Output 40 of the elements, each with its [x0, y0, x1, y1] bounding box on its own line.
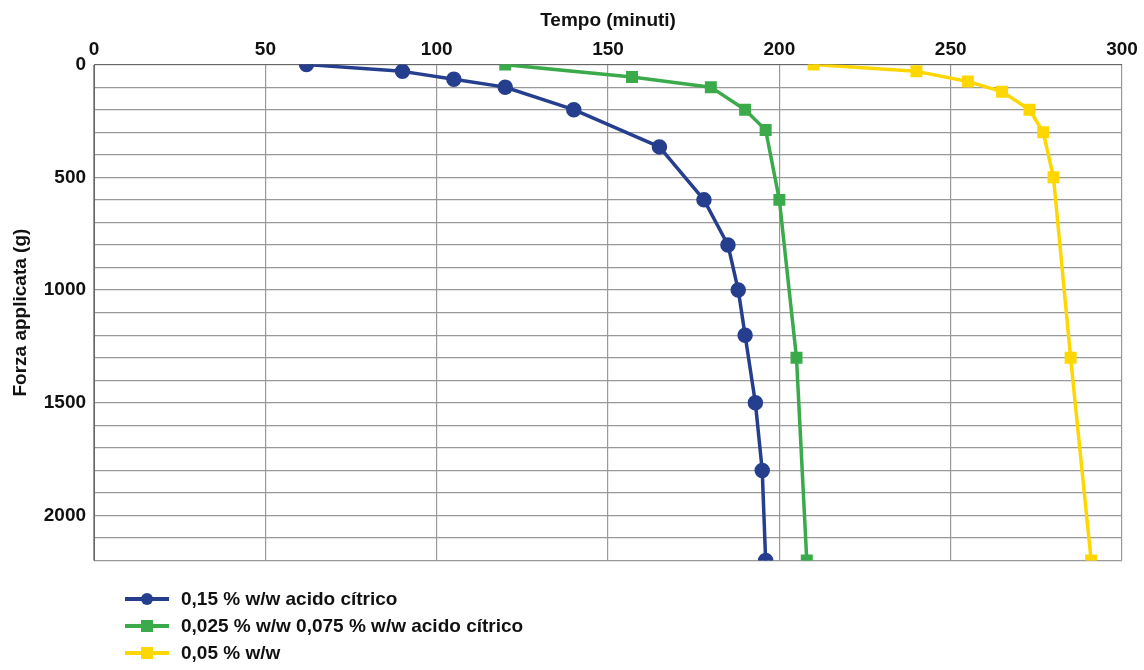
point [1023, 103, 1036, 116]
x-tick-label: 250 [934, 38, 967, 60]
point [996, 85, 1009, 98]
x-tick-label: 300 [1106, 38, 1138, 60]
point [739, 103, 752, 116]
point [754, 462, 770, 479]
y-tick-label: 1000 [43, 278, 87, 300]
point [910, 65, 923, 78]
y-tick-label: 0 [75, 52, 87, 74]
x-tick-label: 50 [254, 38, 276, 60]
point [961, 75, 974, 88]
point [497, 79, 513, 95]
point [720, 237, 736, 253]
x-tick-label: 150 [592, 38, 624, 60]
legend-label: 0,025 % w/w 0,075 % w/w acido cítrico [181, 614, 524, 637]
point [651, 139, 668, 155]
point [394, 64, 411, 80]
x-tick-label: 100 [420, 38, 453, 60]
legend-label: 0,05 % w/w [181, 641, 281, 664]
point [1047, 171, 1060, 184]
point [446, 71, 462, 88]
point [773, 193, 786, 206]
point [566, 101, 582, 118]
point [696, 192, 712, 208]
y-tick-label: 500 [54, 165, 87, 187]
point [1037, 126, 1050, 139]
y-tick-label: 1500 [43, 391, 87, 413]
point [747, 395, 764, 411]
point [704, 81, 717, 94]
point [730, 282, 746, 298]
point [1064, 351, 1077, 364]
y-tick-label: 2000 [43, 503, 87, 525]
point [737, 327, 753, 343]
point [626, 71, 639, 83]
point [790, 351, 803, 364]
x-axis-title: Tempo (minuti) [540, 8, 676, 30]
legend-label: 0,15 % w/w acido cítrico [181, 587, 398, 610]
point [759, 123, 772, 136]
y-axis-title: Forza applicata (g) [8, 228, 30, 397]
x-tick-label: 200 [763, 38, 796, 60]
